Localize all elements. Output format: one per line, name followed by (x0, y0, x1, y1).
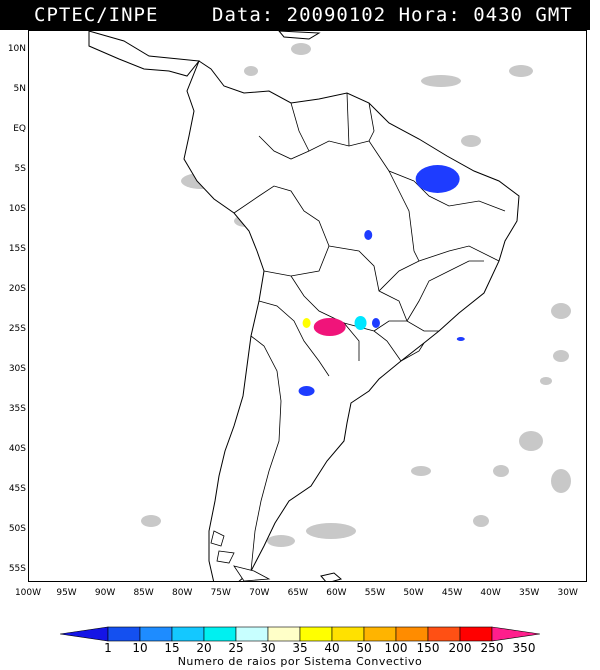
lat-label: 5S (14, 164, 26, 174)
cloud-patch (411, 466, 431, 476)
lat-label: 55S (8, 564, 26, 574)
colorbar-cell (363, 626, 397, 642)
cloud-patch (461, 135, 481, 147)
cloud-patch (421, 75, 461, 87)
colorbar-cell (427, 626, 461, 642)
cloud-patch (553, 350, 569, 362)
cloud-patch (509, 65, 533, 77)
colorbar-label: 10 (132, 641, 148, 655)
lat-label: 45S (8, 484, 26, 494)
cloud-patch (540, 377, 552, 385)
lat-label: 10S (8, 204, 26, 214)
lat-label: EQ (13, 124, 26, 134)
lon-label: 75W (210, 588, 231, 598)
colorbar-label: 30 (260, 641, 276, 655)
cloud-patch (473, 515, 489, 527)
colorbar-title: Numero de raios por Sistema Convectivo (177, 655, 423, 668)
lon-label: 85W (133, 588, 154, 598)
convective-system-paraguay-magenta (313, 318, 346, 336)
convective-systems-layer (298, 165, 465, 396)
lon-label: 45W (441, 588, 463, 598)
colorbar-label: 1 (104, 641, 112, 655)
lon-label: 70W (249, 588, 270, 598)
lon-label: 60W (326, 588, 347, 598)
colorbar-label: 15 (164, 641, 180, 655)
colorbar-cell (235, 626, 269, 642)
country-borders (233, 92, 506, 572)
colorbar-cell (171, 626, 205, 642)
lat-label: 10N (7, 44, 26, 54)
lon-label: 90W (94, 588, 116, 598)
falkland-islands (320, 572, 343, 581)
colorbar-label: 50 (356, 641, 372, 655)
colorbar-label: 200 (448, 641, 472, 655)
header-bar: CPTEC/INPE Data: 20090102 Hora: 0430 GMT (0, 0, 590, 30)
cloud-patch (141, 515, 161, 527)
lat-label: 15S (8, 244, 26, 254)
cloud-patch (267, 535, 295, 547)
map-frame (28, 30, 587, 582)
cloud-patch (551, 303, 571, 319)
cloud-patch (551, 469, 571, 493)
colorbar-cell (459, 626, 493, 642)
convective-system-central-brazil (364, 230, 373, 240)
colorbar-cell (203, 626, 237, 642)
colorbar-label: 35 (292, 641, 308, 655)
convective-system-paraguay-yellow (302, 318, 311, 328)
lon-label: 40W (480, 588, 501, 598)
lon-label: 65W (287, 588, 309, 598)
colorbar-cell (139, 626, 173, 642)
lon-label: 55W (364, 588, 386, 598)
cloud-patch (244, 66, 258, 76)
colorbar-label: 100 (384, 641, 408, 655)
cloud-patch (493, 465, 509, 477)
lon-label: 95W (56, 588, 77, 598)
colorbar-label: 40 (324, 641, 340, 655)
cloud-patch (519, 431, 543, 451)
lon-label: 80W (172, 588, 193, 598)
colorbar-label: 25 (228, 641, 244, 655)
colorbar-cell (60, 626, 109, 642)
lat-label: 30S (8, 364, 26, 374)
colorbar-cell (299, 626, 333, 642)
colorbar (60, 626, 540, 642)
colorbar-label: 250 (480, 641, 504, 655)
map-canvas (88, 31, 571, 581)
lon-label: 35W (518, 588, 540, 598)
colorbar-cell (107, 626, 141, 642)
lon-label: 100W (14, 588, 42, 598)
caribbean-island (278, 31, 321, 40)
convective-system-paraguay-blue (371, 318, 380, 328)
convective-system-northeast-brazil (415, 165, 460, 193)
convective-system-argentina-blue (298, 386, 315, 396)
convective-system-atlantic-blue (456, 337, 465, 341)
colorbar-label: 350 (512, 641, 536, 655)
colorbar-label: 20 (196, 641, 212, 655)
lat-label: 5N (13, 84, 26, 94)
colorbar-cell (331, 626, 365, 642)
convective-system-paraguay-cyan (354, 316, 367, 330)
lat-label: 25S (8, 324, 26, 334)
lat-label: 40S (8, 444, 26, 454)
colorbar-cell (395, 626, 429, 642)
cloud-patch (291, 43, 311, 55)
lat-label: 20S (8, 284, 26, 294)
lat-label: 50S (8, 524, 26, 534)
colorbar-cell (491, 626, 540, 642)
cloud-patch (306, 523, 356, 539)
colorbar-cell (267, 626, 301, 642)
lon-label: 50W (403, 588, 424, 598)
datetime-title: Data: 20090102 Hora: 0430 GMT (212, 4, 573, 26)
land-layer (88, 31, 520, 581)
central-america-coastline (88, 31, 200, 77)
lon-label: 30W (557, 588, 578, 598)
colorbar-label: 150 (416, 641, 440, 655)
lat-label: 35S (8, 404, 26, 414)
source-title: CPTEC/INPE (34, 4, 159, 26)
tierra-del-fuego (210, 530, 271, 581)
